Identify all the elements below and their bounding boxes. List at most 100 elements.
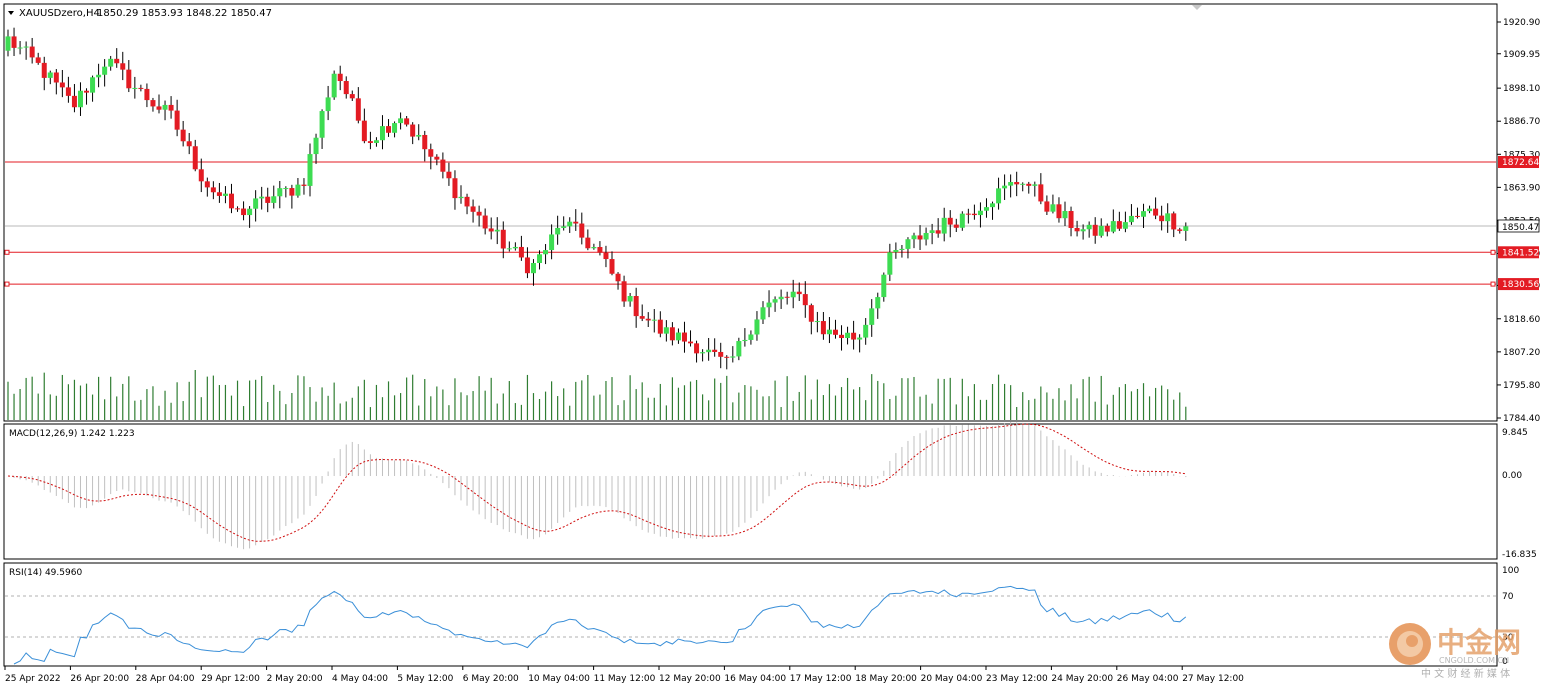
bear-candle xyxy=(917,235,923,240)
bull-candle xyxy=(1080,229,1086,232)
bear-candle xyxy=(126,69,132,89)
bear-candle xyxy=(784,296,790,298)
bull-candle xyxy=(929,230,935,233)
bear-candle xyxy=(1153,208,1159,216)
bear-candle xyxy=(198,169,204,182)
time-tick-label: 17 May 12:00 xyxy=(790,674,852,684)
bear-candle xyxy=(681,332,687,342)
level-handle[interactable] xyxy=(4,249,10,255)
bear-candle xyxy=(404,118,410,125)
bull-candle xyxy=(869,308,875,325)
bull-candle xyxy=(1147,208,1153,212)
bear-candle xyxy=(669,327,675,341)
bull-candle xyxy=(1141,211,1147,217)
bull-candle xyxy=(283,188,289,190)
bull-candle xyxy=(561,226,567,228)
bear-candle xyxy=(156,106,162,110)
macd-tick-top: 9.845 xyxy=(1502,428,1528,438)
bull-candle xyxy=(790,291,796,298)
bear-candle xyxy=(1044,201,1050,212)
time-tick-label: 24 May 20:00 xyxy=(1051,674,1113,684)
bear-candle xyxy=(428,149,434,157)
bear-candle xyxy=(150,100,156,107)
level-price-label: 1841.52 xyxy=(1502,248,1539,258)
bull-candle xyxy=(1002,185,1008,189)
bull-candle xyxy=(506,248,512,250)
bull-candle xyxy=(271,196,277,203)
bear-candle xyxy=(476,211,482,216)
bull-candle xyxy=(5,36,11,51)
rsi-panel[interactable] xyxy=(3,562,1498,667)
bear-candle xyxy=(120,63,126,70)
bull-candle xyxy=(772,299,778,303)
price-levels[interactable]: 1872.64 1841.52 1830.56 xyxy=(4,156,1539,291)
bull-candle xyxy=(259,196,265,199)
bear-candle xyxy=(114,58,120,64)
bull-candle xyxy=(1050,204,1056,212)
bear-candle xyxy=(971,213,977,216)
bull-candle xyxy=(1098,225,1104,236)
bull-candle xyxy=(1165,213,1171,222)
bull-candle xyxy=(549,234,555,251)
macd-tick-zero: 0.00 xyxy=(1502,471,1522,481)
bull-candle xyxy=(911,235,917,240)
level-price-tag xyxy=(1498,246,1539,259)
triangle-down-icon[interactable] xyxy=(8,11,14,15)
bull-candle xyxy=(977,210,983,216)
bull-candle xyxy=(530,263,536,274)
time-tick-label: 5 May 12:00 xyxy=(397,674,453,684)
bull-candle xyxy=(494,229,500,232)
bear-candle xyxy=(144,88,150,101)
time-tick-label: 18 May 20:00 xyxy=(855,674,917,684)
bear-candle xyxy=(639,316,645,319)
bull-candle xyxy=(537,254,543,264)
bull-candle xyxy=(1020,183,1026,185)
current-price-value: 1850.47 xyxy=(1502,223,1539,233)
rsi-tick-70: 70 xyxy=(1502,592,1514,602)
bull-candle xyxy=(983,207,989,211)
bull-candle xyxy=(591,247,597,249)
bear-candle xyxy=(192,146,198,170)
bear-candle xyxy=(301,184,307,186)
price-tick-label: 1920.90 xyxy=(1503,18,1540,28)
bull-candle xyxy=(102,66,108,75)
macd-histogram xyxy=(13,421,1187,550)
bear-candle xyxy=(820,321,826,335)
bull-candle xyxy=(627,296,633,302)
bear-candle xyxy=(204,181,210,188)
level-handle[interactable] xyxy=(1490,281,1496,287)
bull-candle xyxy=(1062,211,1068,219)
bear-candle xyxy=(71,95,77,108)
bear-candle xyxy=(482,215,488,229)
bull-candle xyxy=(814,321,820,323)
price-panel[interactable] xyxy=(3,3,1498,422)
bear-candle xyxy=(464,196,470,207)
bear-candle xyxy=(1026,183,1032,186)
scroll-marker-icon[interactable] xyxy=(1192,5,1202,10)
level-handle[interactable] xyxy=(1490,249,1496,255)
bear-candle xyxy=(839,334,845,339)
bull-candle xyxy=(875,297,881,309)
bear-candle xyxy=(851,332,857,340)
level-handle[interactable] xyxy=(4,281,10,287)
bear-candle xyxy=(59,82,65,88)
bear-candle xyxy=(241,208,247,216)
bear-candle xyxy=(657,319,663,334)
price-tick-label: 1875.30 xyxy=(1503,150,1540,160)
bear-candle xyxy=(688,341,694,344)
bear-candle xyxy=(386,126,392,133)
time-tick-label: 20 May 04:00 xyxy=(921,674,983,684)
bull-candle xyxy=(899,248,905,250)
bear-candle xyxy=(35,57,41,63)
bull-candle xyxy=(331,73,337,98)
bull-candle xyxy=(766,302,772,308)
bear-candle xyxy=(808,305,814,322)
bear-candle xyxy=(802,294,808,306)
bull-candle xyxy=(863,324,869,338)
rsi-axis: 100 70 30 0 xyxy=(1502,566,1519,667)
bear-candle xyxy=(228,193,234,209)
bear-candle xyxy=(84,90,90,93)
bull-candle xyxy=(857,337,863,340)
bull-candle xyxy=(23,46,29,48)
